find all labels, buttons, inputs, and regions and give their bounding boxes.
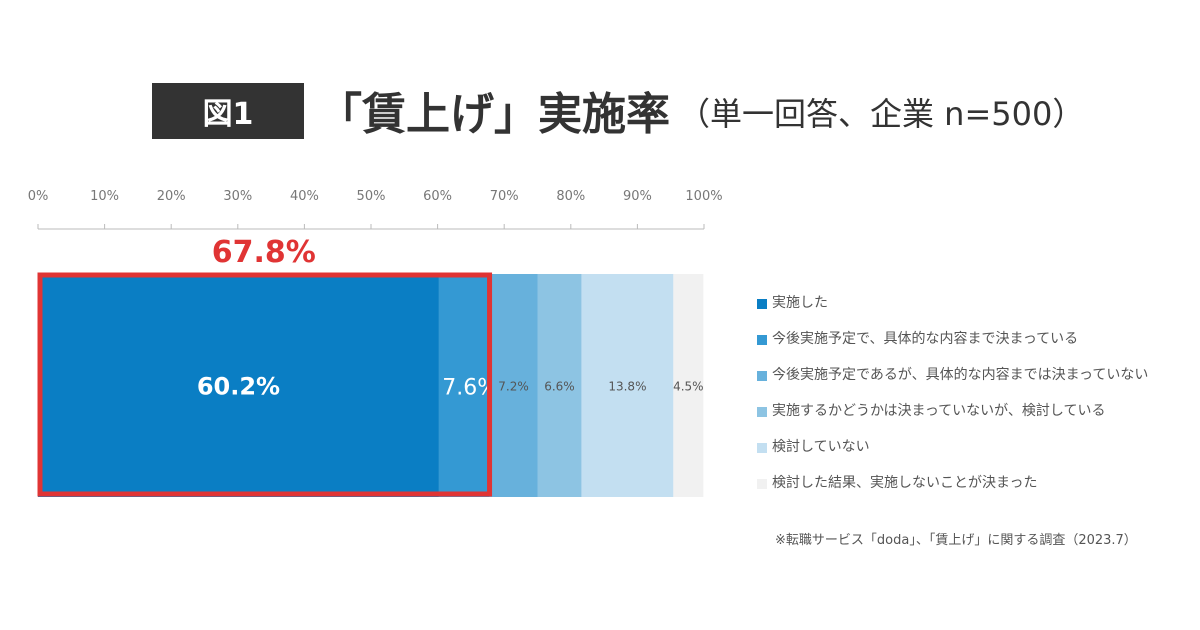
bar-segment	[673, 274, 704, 497]
data-label: 7.2%	[498, 380, 529, 394]
legend-label: 実施した	[772, 295, 828, 311]
data-label: 4.5%	[673, 380, 704, 394]
legend-item: 実施するかどうかは決まっていないが、検討している	[757, 392, 1148, 428]
legend-swatch	[757, 298, 767, 309]
legend-label: 検討した結果、実施しないことが決まった	[772, 475, 1038, 491]
x-tick-label: 80%	[556, 189, 585, 204]
x-tick-label: 0%	[28, 189, 49, 204]
x-tick-label: 70%	[490, 189, 519, 204]
legend-swatch	[757, 370, 767, 381]
legend-item: 実施した	[757, 284, 1148, 320]
legend-swatch	[757, 406, 767, 417]
legend-item: 検討していない	[757, 428, 1148, 464]
bar-segment	[438, 274, 490, 497]
bar-segment	[489, 274, 538, 497]
bar-segment	[38, 274, 439, 497]
chart-subtitle: （単一回答、企業 n=500）	[678, 95, 1085, 133]
x-tick-label: 100%	[685, 189, 722, 204]
x-tick-label: 20%	[157, 189, 186, 204]
legend-swatch	[757, 334, 767, 345]
legend-item: 今後実施予定で、具体的な内容まで決まっている	[757, 320, 1148, 356]
legend-label: 検討していない	[772, 439, 870, 455]
source-note: ※転職サービス「doda」、「賃上げ」に関する調査（2023.7）	[775, 533, 1137, 548]
data-label: 13.8%	[608, 380, 646, 394]
legend-swatch	[757, 478, 767, 489]
x-tick-label: 50%	[357, 189, 386, 204]
x-tick-label: 30%	[223, 189, 252, 204]
data-label: 6.6%	[544, 380, 575, 394]
x-tick-label: 90%	[623, 189, 652, 204]
legend-swatch	[757, 442, 767, 453]
highlight-label: 67.8%	[212, 235, 316, 270]
bar-segment	[581, 274, 674, 497]
x-tick-label: 40%	[290, 189, 319, 204]
figure-badge: 図1	[152, 83, 304, 139]
legend-label: 実施するかどうかは決まっていないが、検討している	[772, 403, 1106, 419]
chart-title: 「賃上げ」実施率	[318, 89, 670, 140]
highlight-box	[37, 272, 493, 497]
legend-label: 今後実施予定で、具体的な内容まで決まっている	[772, 331, 1079, 347]
data-label: 60.2%	[197, 373, 280, 401]
legend-label: 今後実施予定であるが、具体的な内容までは決まっていない	[772, 367, 1149, 383]
x-tick-label: 60%	[423, 189, 452, 204]
legend-item: 検討した結果、実施しないことが決まった	[757, 464, 1148, 500]
legend: 実施した今後実施予定で、具体的な内容まで決まっている今後実施予定であるが、具体的…	[757, 284, 1148, 500]
bar-segment	[537, 274, 582, 497]
legend-item: 今後実施予定であるが、具体的な内容までは決まっていない	[757, 356, 1148, 392]
x-tick-label: 10%	[90, 189, 119, 204]
